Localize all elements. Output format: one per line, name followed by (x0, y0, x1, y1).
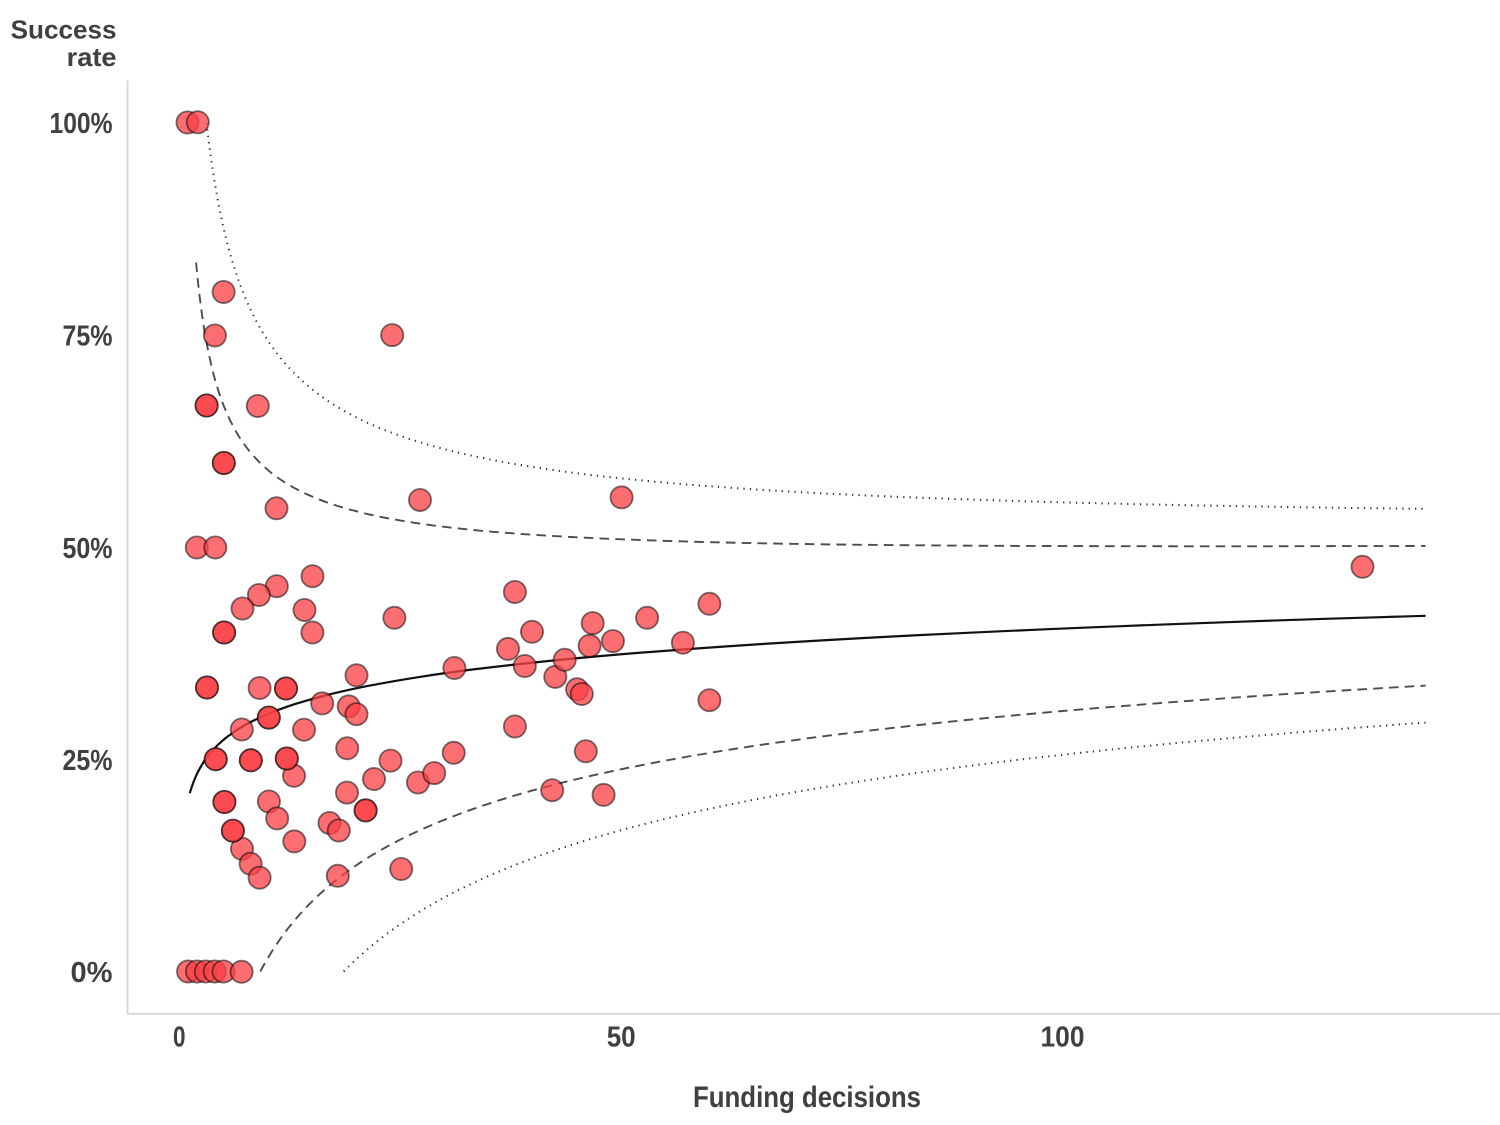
svg-text:100%: 100% (50, 108, 113, 140)
svg-text:Success: Success (11, 14, 117, 44)
svg-text:0%: 0% (71, 957, 113, 989)
svg-text:rate: rate (67, 42, 117, 72)
svg-text:Funding decisions: Funding decisions (693, 1081, 921, 1114)
svg-text:0: 0 (173, 1022, 186, 1054)
svg-text:75%: 75% (63, 321, 113, 353)
svg-text:100: 100 (1041, 1022, 1085, 1054)
svg-text:50%: 50% (63, 533, 113, 565)
svg-text:50: 50 (607, 1022, 636, 1054)
svg-text:25%: 25% (63, 745, 113, 777)
